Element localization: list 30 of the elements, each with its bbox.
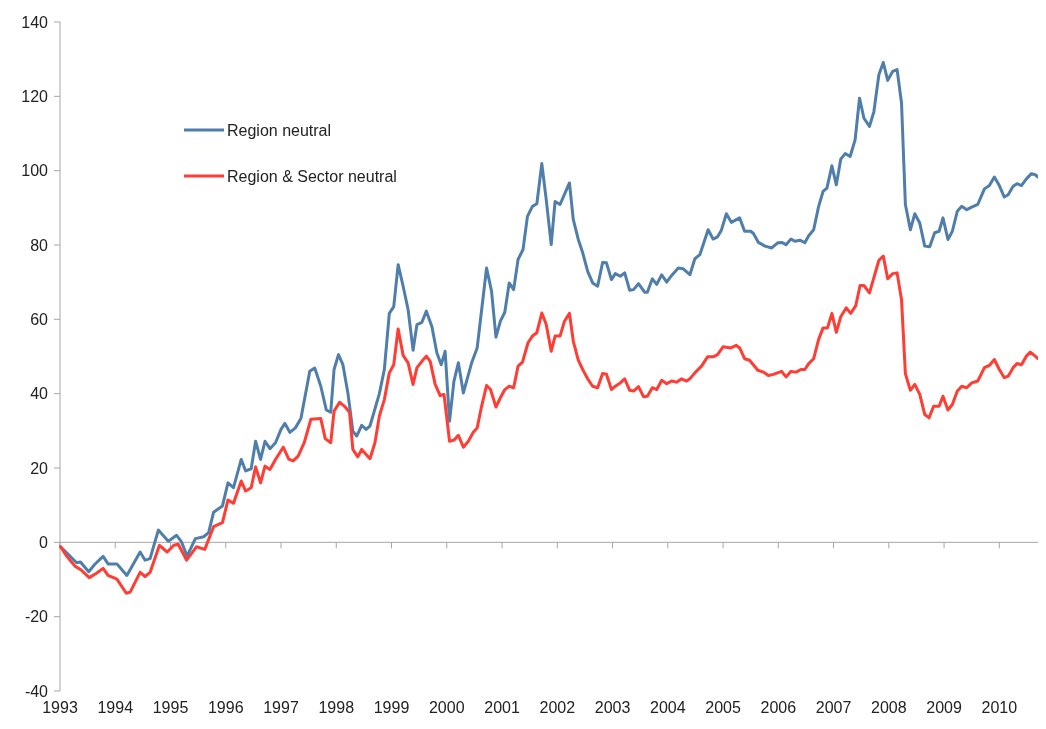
- x-tick-label: 1997: [263, 699, 299, 716]
- x-tick-label: 1996: [207, 699, 244, 716]
- x-tick-label: 1995: [152, 699, 189, 716]
- y-tick-label: 20: [30, 459, 49, 477]
- x-tick-label: 1999: [373, 699, 410, 716]
- y-tick-label: -40: [24, 682, 49, 700]
- y-tick-label: 0: [39, 533, 49, 551]
- legend-label: Region & Sector neutral: [227, 167, 397, 185]
- y-tick-label: 120: [21, 87, 49, 105]
- x-tick-label: 2000: [428, 699, 465, 716]
- x-tick-label: 1994: [97, 699, 134, 716]
- y-tick-label: -20: [24, 608, 49, 626]
- x-tick-label: 2002: [539, 699, 576, 716]
- x-tick-label: 2009: [926, 699, 962, 716]
- y-tick-label: 60: [30, 310, 49, 328]
- legend-label: Region neutral: [227, 121, 332, 139]
- y-tick-label: 80: [30, 236, 49, 254]
- x-tick-label: 2001: [484, 699, 520, 716]
- y-tick-label: 140: [21, 13, 49, 31]
- y-tick-label: 40: [30, 385, 49, 403]
- x-tick-label: 2007: [815, 699, 852, 716]
- x-tick-label: 1993: [42, 699, 78, 716]
- x-tick-label: 2006: [760, 699, 797, 716]
- x-tick-label: 1998: [318, 699, 355, 716]
- x-tick-label: 2003: [594, 699, 631, 716]
- x-tick-label: 2004: [650, 699, 686, 716]
- x-tick-label: 2008: [871, 699, 907, 716]
- x-tick-label: 2005: [705, 699, 741, 716]
- x-tick-label: 2010: [981, 699, 1018, 716]
- y-tick-label: 100: [21, 162, 49, 180]
